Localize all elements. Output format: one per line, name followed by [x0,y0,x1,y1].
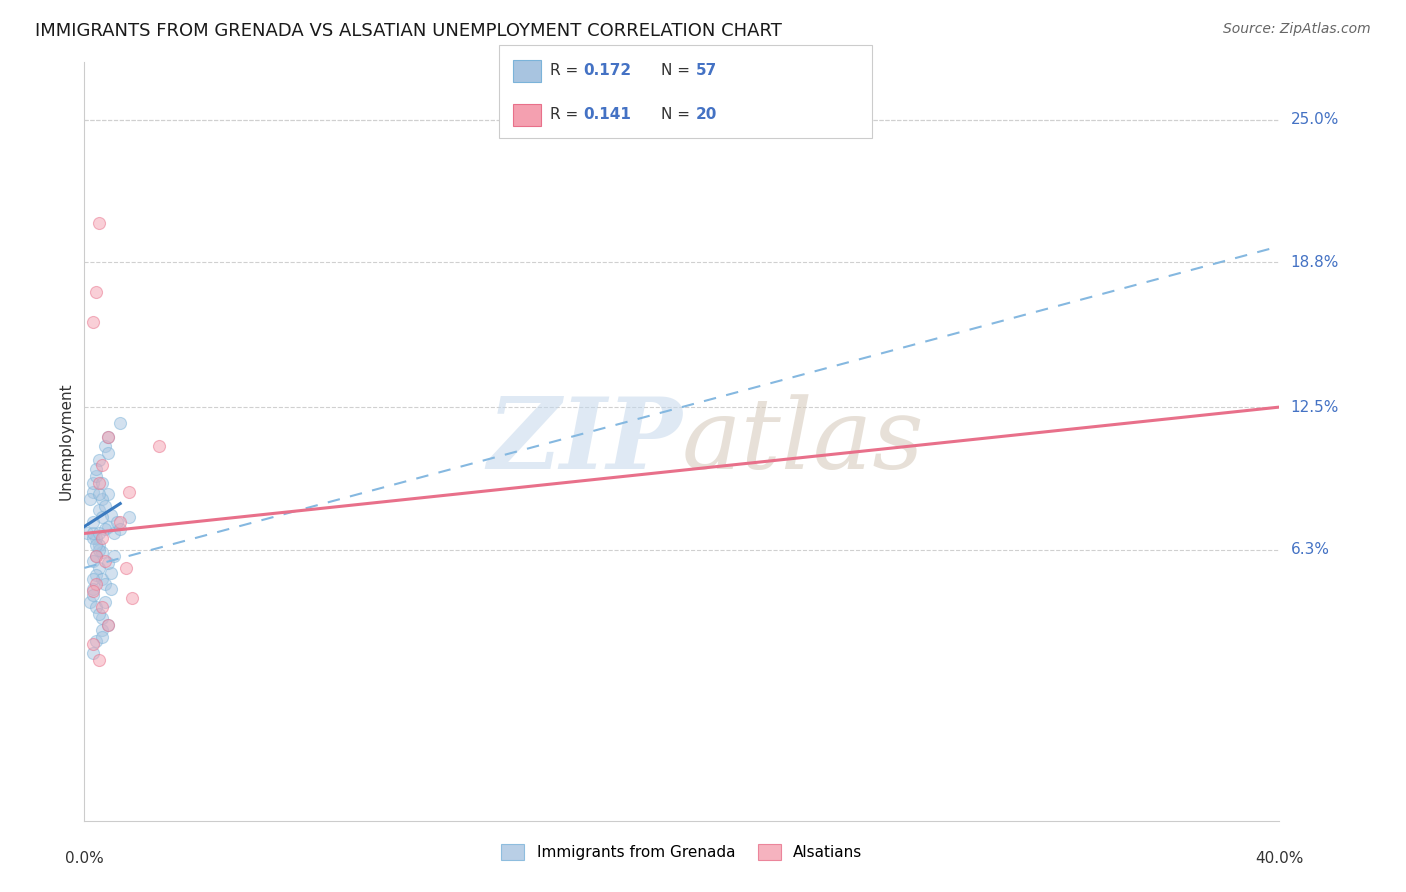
Text: 0.141: 0.141 [583,107,631,122]
Point [148,439,170,453]
Point [100,566,122,580]
Point [97,618,120,632]
Point [82,526,104,541]
Text: N =: N = [661,107,695,122]
Point [91,573,114,587]
Point [91,531,114,545]
Point [89,653,111,667]
Text: atlas: atlas [682,394,925,489]
Point [89,503,111,517]
Point [94,499,117,513]
Text: 12.5%: 12.5% [1291,400,1339,415]
Point [82,315,104,329]
Point [82,573,104,587]
Point [103,549,125,564]
Point [86,577,108,591]
Point [97,618,120,632]
Point [86,634,108,648]
Point [103,526,125,541]
Point [91,475,114,490]
Point [82,485,104,500]
Point [94,595,117,609]
Point [76,526,98,541]
Text: 18.8%: 18.8% [1291,255,1339,269]
Point [105,515,128,529]
Point [91,491,114,506]
Point [100,582,122,596]
Point [89,538,111,552]
Point [89,216,111,230]
Point [86,469,108,483]
Point [115,561,138,575]
Point [97,557,120,571]
Point [86,462,108,476]
Point [86,285,108,300]
Point [79,491,101,506]
Point [89,487,111,501]
Point [110,416,132,430]
Point [110,522,132,536]
Point [82,589,104,603]
Text: 20: 20 [696,107,717,122]
Point [79,595,101,609]
Point [89,542,111,557]
Point [86,531,108,545]
Text: 0.0%: 0.0% [65,851,104,866]
Text: 57: 57 [696,63,717,78]
Point [97,487,120,501]
Text: 40.0%: 40.0% [1256,851,1303,866]
Point [89,607,111,621]
Text: R =: R = [550,63,583,78]
Point [86,549,108,564]
Point [82,646,104,660]
Text: 0.172: 0.172 [583,63,631,78]
Point [121,591,143,605]
Point [94,577,117,591]
Point [94,522,117,536]
Point [91,611,114,625]
Point [82,531,104,545]
Text: 25.0%: 25.0% [1291,112,1339,128]
Point [91,510,114,524]
Point [97,430,120,444]
Text: 6.3%: 6.3% [1291,542,1330,557]
Point [86,567,108,582]
Text: IMMIGRANTS FROM GRENADA VS ALSATIAN UNEMPLOYMENT CORRELATION CHART: IMMIGRANTS FROM GRENADA VS ALSATIAN UNEM… [35,22,782,40]
Legend: Immigrants from Grenada, Alsatians: Immigrants from Grenada, Alsatians [495,838,869,866]
Text: Source: ZipAtlas.com: Source: ZipAtlas.com [1223,22,1371,37]
Text: ZIP: ZIP [486,393,682,490]
Point [91,545,114,559]
Point [100,508,122,522]
Point [97,446,120,460]
Text: N =: N = [661,63,695,78]
Point [86,538,108,552]
Point [91,458,114,472]
Point [97,430,120,444]
Point [82,582,104,596]
Point [89,561,111,575]
Point [82,637,104,651]
Point [89,475,111,490]
Point [110,515,132,529]
Point [82,554,104,568]
Point [89,453,111,467]
Point [86,549,108,564]
Point [82,583,104,598]
Point [118,510,141,524]
Point [94,554,117,568]
Y-axis label: Unemployment: Unemployment [58,383,73,500]
Point [91,630,114,644]
Point [94,439,117,453]
Point [89,526,111,541]
Point [91,623,114,637]
Point [118,485,141,500]
Point [82,475,104,490]
Point [91,599,114,614]
Point [86,599,108,614]
Text: R =: R = [550,107,583,122]
Point [82,515,104,529]
Point [97,519,120,533]
